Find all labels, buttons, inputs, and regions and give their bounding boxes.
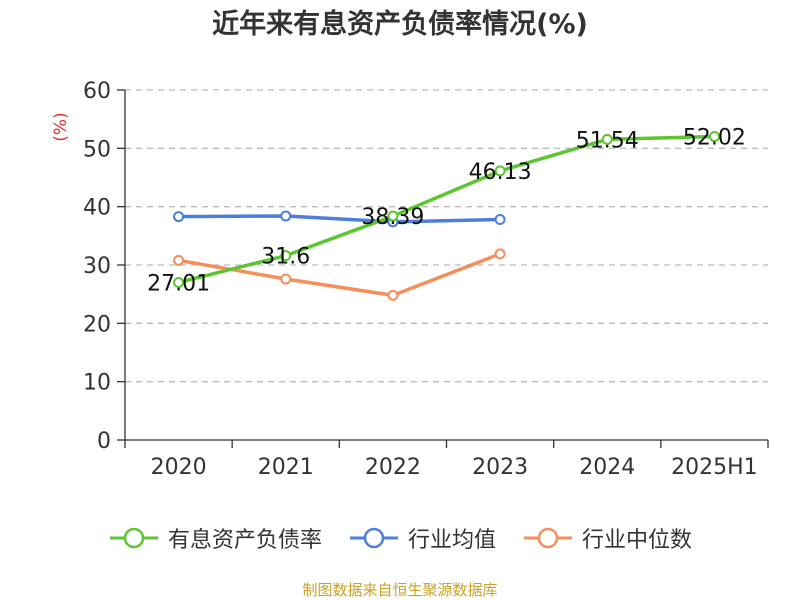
legend-label: 行业中位数: [582, 528, 693, 553]
y-axis-label: (%): [51, 112, 71, 141]
x-tick-label: 2020: [151, 455, 207, 480]
y-tick-label: 40: [83, 196, 111, 221]
x-tick-label: 2022: [365, 455, 421, 480]
data-point: [708, 131, 720, 143]
legend-item[interactable]: 有息资产负债率: [108, 522, 322, 554]
x-tick-label: 2021: [258, 455, 314, 480]
grid-lines: [125, 89, 768, 383]
data-point: [601, 133, 613, 145]
legend-swatch-icon: [349, 527, 398, 549]
series-points: [173, 131, 720, 301]
data-point: [494, 165, 506, 177]
x-tick-label: 2025H1: [671, 455, 758, 480]
legend: 有息资产负债率 行业均值 行业中位数: [0, 518, 800, 558]
data-point: [173, 211, 185, 223]
y-tick-label: 30: [83, 254, 111, 279]
legend-swatch-icon: [109, 527, 158, 549]
legend-label: 行业均值: [407, 528, 496, 553]
data-point: [387, 289, 399, 301]
legend-label: 有息资产负债率: [167, 528, 322, 553]
chart-title: 近年来有息资产负债率情况(%): [212, 8, 588, 40]
data-point: [280, 210, 292, 222]
y-tick-label: 0: [97, 429, 111, 454]
series-line: [176, 214, 502, 224]
legend-swatch-icon: [524, 527, 572, 549]
data-point: [280, 250, 292, 262]
data-label: 31.6: [261, 245, 310, 270]
y-tick-label: 60: [83, 79, 111, 104]
data-point: [494, 248, 506, 260]
x-tick-label: 2023: [472, 455, 528, 480]
x-tick-label: 2024: [579, 455, 635, 480]
y-tick-label: 50: [83, 137, 111, 162]
data-label: 51.54: [576, 128, 639, 153]
legend-item[interactable]: 行业中位数: [522, 522, 692, 554]
y-tick-label: 20: [83, 312, 111, 337]
series-lines: [176, 134, 717, 298]
axes: 0 10 20 30 40 50 60 2020 2021 2022 2023 2024 2025H1: [83, 79, 769, 480]
data-label: 46.13: [469, 160, 532, 185]
source-note: 制图数据来自恒生聚源数据库: [302, 581, 498, 599]
data-point: [387, 210, 399, 222]
series-line: [176, 252, 502, 298]
data-point: [173, 254, 185, 266]
data-label: 27.01: [147, 271, 210, 296]
data-labels: 27.01 31.6 38.39 46.13 51.54 52.02: [147, 126, 746, 297]
data-point: [494, 214, 506, 225]
data-point: [280, 273, 292, 285]
data-point: [173, 276, 185, 288]
data-label: 38.39: [361, 205, 424, 230]
y-tick-label: 10: [83, 371, 111, 396]
legend-item[interactable]: 行业均值: [348, 522, 496, 554]
series-line: [176, 134, 717, 285]
data-label: 52.02: [683, 126, 746, 151]
